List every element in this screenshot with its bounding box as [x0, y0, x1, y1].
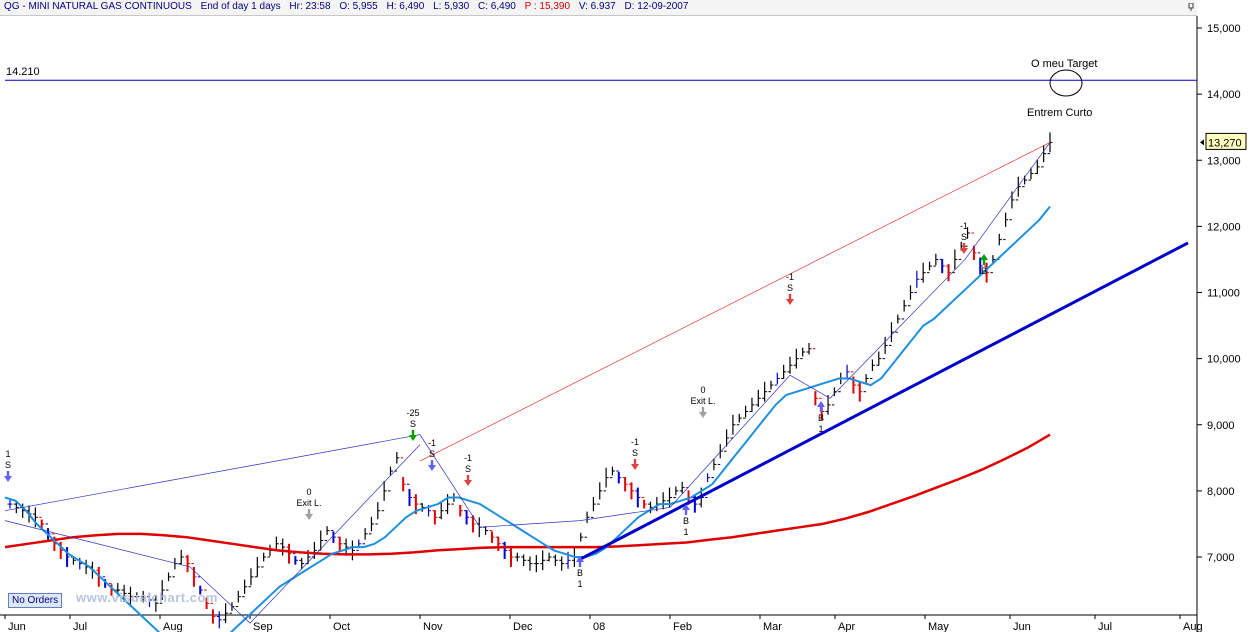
- signal-label: -1: [786, 272, 794, 282]
- last-price-pointer-icon: [1200, 139, 1204, 146]
- y-tick-label: 8,000: [1207, 486, 1235, 498]
- y-tick-label: 13,000: [1207, 155, 1241, 167]
- x-tick-label: Jul: [73, 621, 87, 632]
- time-value: Hr: 23:58: [289, 1, 331, 12]
- sell-arrow-icon: [699, 407, 707, 418]
- annotation-entrem: Entrem Curto: [1027, 107, 1092, 119]
- symbol-name: QG - MINI NATURAL GAS CONTINUOUS: [4, 1, 192, 12]
- signal-label: B: [981, 266, 987, 276]
- x-tick-label: Aug: [163, 621, 183, 632]
- pin-icon[interactable]: [1188, 3, 1194, 11]
- y-tick-label: 12,000: [1207, 221, 1241, 233]
- high-value: H: 6,490: [386, 1, 425, 12]
- low-value: L: 5,930: [433, 1, 470, 12]
- x-tick-label: Oct: [333, 621, 350, 632]
- x-tick-label: Mar: [763, 621, 782, 632]
- x-tick-label: Aug: [1183, 621, 1203, 632]
- x-tick-label: Jun: [8, 621, 26, 632]
- no-orders-badge[interactable]: No Orders: [8, 593, 63, 608]
- signal-label: 0: [700, 385, 705, 395]
- x-tick-label: Jul: [1098, 621, 1112, 632]
- signal-label: -25: [406, 408, 419, 418]
- y-tick-label: 10,000: [1207, 354, 1241, 366]
- quote-info: QG - MINI NATURAL GAS CONTINUOUS End of …: [4, 1, 694, 12]
- period-label: End of day 1 days: [200, 1, 281, 12]
- signal-label: -1: [464, 453, 472, 463]
- sell-arrow-icon: [428, 460, 436, 471]
- signal-label: B: [818, 413, 824, 423]
- signal-label: 0: [306, 487, 311, 497]
- buy-arrow-icon: [682, 504, 690, 515]
- slow-moving-average: [4, 433, 1051, 556]
- signal-label: S: [465, 464, 471, 474]
- signal-label: 1: [683, 527, 688, 537]
- x-tick-label: May: [928, 621, 949, 632]
- y-tick-label: 15,000: [1207, 23, 1241, 35]
- support-trendline: [577, 241, 1189, 562]
- target-line-label: 14.210: [6, 66, 40, 78]
- y-tick-label: 11,000: [1207, 288, 1240, 300]
- last-price-box: [1205, 132, 1247, 150]
- fast-moving-average: [4, 205, 1051, 632]
- p-value: P : 15,390: [524, 1, 571, 12]
- resistance-line: [419, 142, 1051, 462]
- sell-arrow-icon: [4, 471, 12, 482]
- signal-label: -1: [631, 437, 639, 447]
- watermark: www.visualchart.com: [76, 590, 218, 605]
- open-value: O: 5,955: [339, 1, 378, 12]
- x-tick-label: Feb: [673, 621, 692, 632]
- signal-label: S: [632, 448, 638, 458]
- y-tick-label: 14,000: [1207, 89, 1241, 101]
- last-price-label: 13,270: [1208, 137, 1242, 149]
- y-tick-label: 9,000: [1207, 420, 1235, 432]
- annotation-target: O meu Target: [1031, 58, 1097, 70]
- x-tick-label: Apr: [838, 621, 855, 632]
- signal-label: S: [429, 449, 435, 459]
- signal-label: S: [410, 419, 416, 429]
- sell-arrow-icon: [631, 459, 639, 470]
- date-value: D: 12-09-2007: [624, 1, 689, 12]
- x-tick-label: Jun: [1013, 621, 1031, 632]
- x-tick-label: Dec: [513, 621, 533, 632]
- signal-label: 1: [818, 424, 823, 434]
- sell-arrow-icon: [305, 509, 313, 520]
- signal-label: Exit L.: [690, 396, 715, 406]
- buy-arrow-icon: [980, 254, 988, 265]
- signal-label: -1: [428, 438, 436, 448]
- swing-line-early: [4, 444, 421, 624]
- signal-label: S: [5, 460, 11, 470]
- swing-line: [4, 142, 1051, 528]
- buy-arrow-icon: [576, 556, 584, 567]
- sell-arrow-icon: [786, 294, 794, 305]
- target-circle: [1049, 69, 1083, 97]
- signal-label: Exit L.: [296, 498, 321, 508]
- signal-label: S: [787, 283, 793, 293]
- signal-label: B: [683, 516, 689, 526]
- buy-arrow-icon: [817, 401, 825, 412]
- x-tick-label: 08: [593, 621, 605, 632]
- close-value: C: 6,490: [478, 1, 516, 12]
- x-tick-label: Nov: [423, 621, 443, 632]
- plot-area: [5, 16, 1197, 615]
- sell-arrow-icon: [409, 430, 417, 441]
- y-tick-label: 7,000: [1207, 552, 1235, 564]
- volume-value: V: 6.937: [578, 1, 616, 12]
- signal-label: S: [961, 232, 967, 242]
- chart-header-bar: QG - MINI NATURAL GAS CONTINUOUS End of …: [0, 0, 1197, 16]
- sell-arrow-icon: [960, 243, 968, 254]
- signal-label: 1: [577, 579, 582, 589]
- signal-label: 1: [5, 449, 10, 459]
- sell-arrow-icon: [464, 475, 472, 486]
- x-tick-label: Sep: [253, 621, 273, 632]
- signal-label: B: [577, 568, 583, 578]
- signal-label: -1: [960, 221, 968, 231]
